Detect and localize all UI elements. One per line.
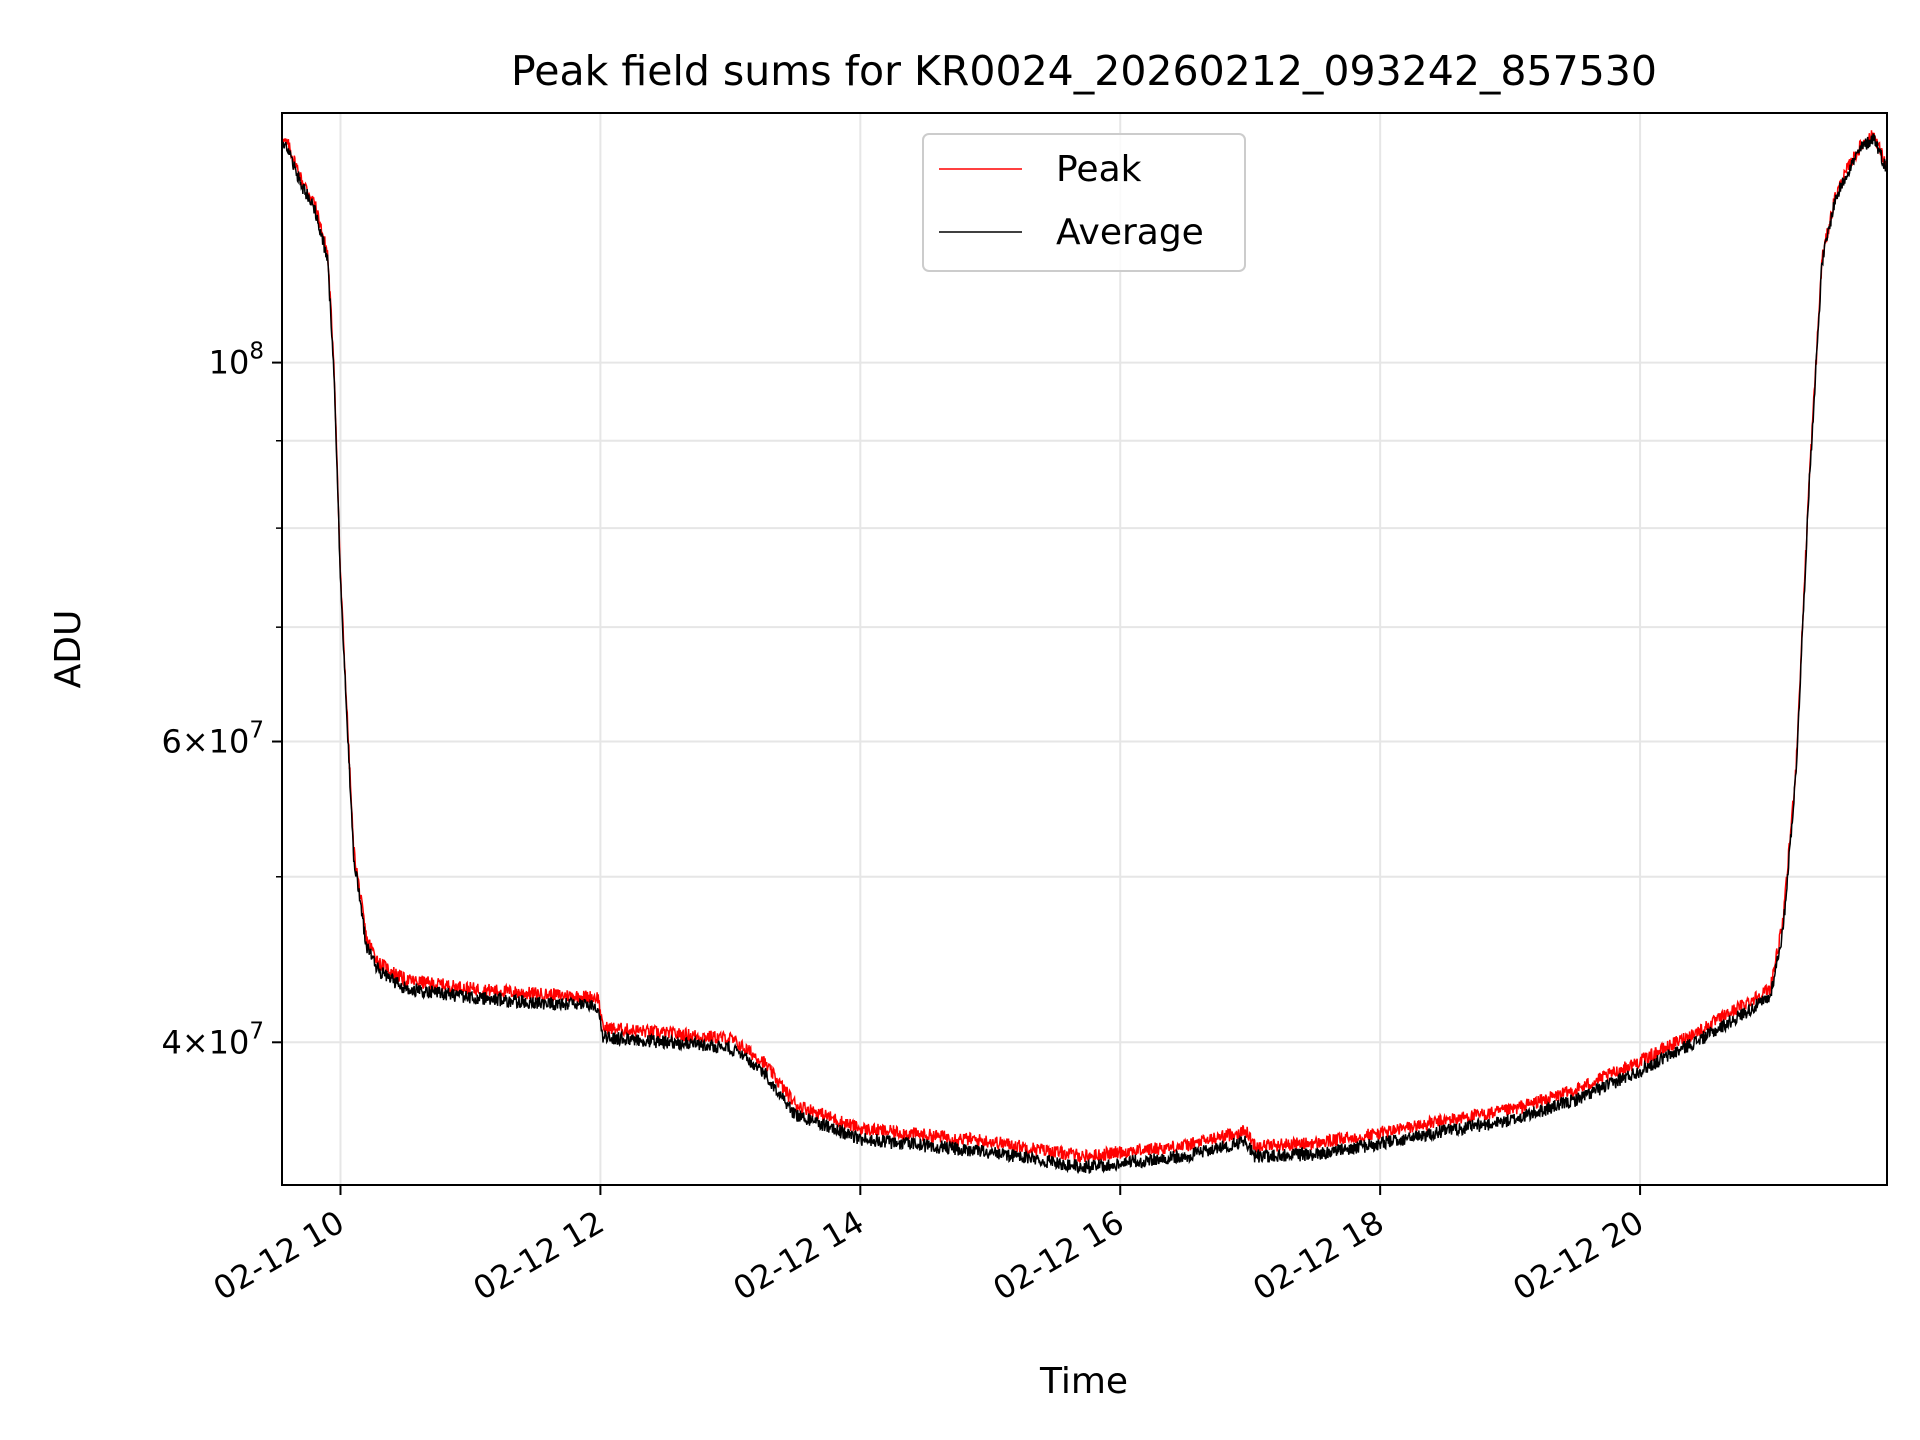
chart-title: Peak field sums for KR0024_20260212_0932… bbox=[511, 47, 1657, 95]
x-axis-label: Time bbox=[1039, 1361, 1128, 1402]
y-tick-exponent: 8 bbox=[249, 339, 264, 365]
series-line-peak bbox=[282, 130, 1887, 1163]
y-tick-label: 6×107 bbox=[161, 718, 264, 761]
plot-frame bbox=[281, 112, 1888, 1186]
y-tick-base: 10 bbox=[209, 1023, 250, 1061]
y-tick-label: 4×107 bbox=[161, 1018, 264, 1061]
grid bbox=[282, 113, 1887, 1185]
y-tick-coefficient: 6 bbox=[161, 723, 181, 761]
y-tick-coefficient: 4 bbox=[161, 1023, 181, 1061]
y-tick-exponent: 7 bbox=[249, 718, 264, 744]
legend-label-peak: Peak bbox=[1056, 149, 1142, 190]
legend-label-average: Average bbox=[1056, 212, 1204, 253]
y-tick-base: 10 bbox=[209, 344, 250, 382]
y-tick-base: 10 bbox=[209, 723, 250, 761]
y-tick-exponent: 7 bbox=[249, 1018, 264, 1044]
y-tick-times: × bbox=[182, 723, 209, 761]
y-axis-label: ADU bbox=[48, 610, 89, 689]
legend: Peak Average bbox=[922, 133, 1246, 272]
y-tick-label: 108 bbox=[209, 339, 264, 382]
y-tick-times: × bbox=[182, 1023, 209, 1061]
series-line-average bbox=[282, 133, 1887, 1175]
series-layer bbox=[282, 130, 1887, 1175]
